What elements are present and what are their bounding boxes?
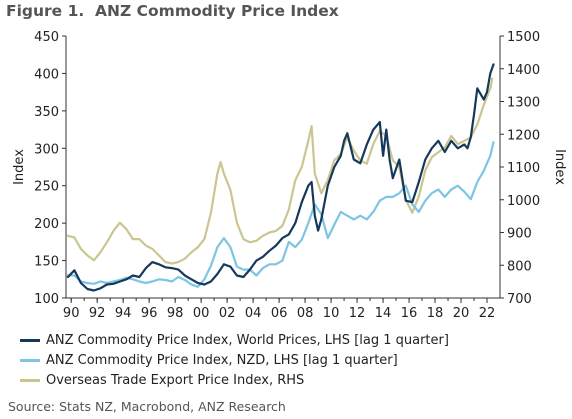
legend-label-world: ANZ Commodity Price Index, World Prices,… [46,332,449,348]
legend-label-nzd: ANZ Commodity Price Index, NZD, LHS [lag… [46,352,398,368]
series-line-nzd [66,141,495,288]
y-tick-label-right: 1200 [507,128,540,143]
chart-series [66,63,495,292]
legend-item-export: Overseas Trade Export Price Index, RHS [12,370,449,390]
x-tick-label: 12 [349,306,366,321]
x-tick-label: 00 [193,306,210,321]
y-tick-label-right: 700 [507,292,532,307]
legend-item-world: ANZ Commodity Price Index, World Prices,… [12,330,449,350]
y-tick-label-left: 200 [34,217,59,232]
legend-swatch-export [20,378,40,382]
y-tick-label-right: 1000 [507,194,540,209]
x-tick-label: 20 [453,306,470,321]
y-tick-label-left: 400 [34,67,59,82]
y-tick-label-right: 900 [507,227,532,242]
legend-swatch-nzd [20,358,40,362]
y-tick-label-left: 350 [34,105,59,120]
x-tick-label: 06 [271,306,288,321]
chart-legend: ANZ Commodity Price Index, World Prices,… [12,330,449,390]
line-chart: 1001502002503003504004507008009001000110… [12,30,567,321]
x-tick-label: 18 [427,306,444,321]
x-tick-label: 14 [375,306,392,321]
y-tick-label-left: 300 [34,142,59,157]
y-tick-label-right: 1400 [507,63,540,78]
y-tick-label-left: 450 [34,30,59,45]
y-tick-label-right: 800 [507,259,532,274]
x-tick-label: 94 [115,306,132,321]
x-tick-label: 22 [479,306,496,321]
legend-item-nzd: ANZ Commodity Price Index, NZD, LHS [lag… [12,350,449,370]
y-axis-title-left: Index [12,149,27,185]
y-tick-label-right: 1500 [507,30,540,45]
x-tick-label: 02 [219,306,236,321]
y-axis-title-right: Index [552,149,567,185]
y-tick-label-right: 1300 [507,96,540,111]
series-line-export-price [66,77,494,265]
legend-label-export: Overseas Trade Export Price Index, RHS [46,372,305,388]
y-tick-label-left: 150 [34,255,59,270]
series-line-world-prices [66,63,495,292]
y-tick-label-left: 100 [34,292,59,307]
figure-title: Figure 1. ANZ Commodity Price Index [6,2,339,20]
source-note: Source: Stats NZ, Macrobond, ANZ Researc… [8,399,286,414]
y-tick-label-right: 1100 [507,161,540,176]
legend-swatch-world [20,338,40,342]
y-tick-label-left: 250 [34,180,59,195]
x-tick-label: 90 [63,306,80,321]
x-tick-label: 92 [89,306,106,321]
x-tick-label: 96 [141,306,158,321]
x-tick-label: 10 [323,306,340,321]
x-tick-label: 98 [167,306,184,321]
x-tick-label: 08 [297,306,314,321]
x-tick-label: 16 [401,306,418,321]
chart-axes: 1001502002503003504004507008009001000110… [12,30,567,321]
x-tick-label: 04 [245,306,262,321]
